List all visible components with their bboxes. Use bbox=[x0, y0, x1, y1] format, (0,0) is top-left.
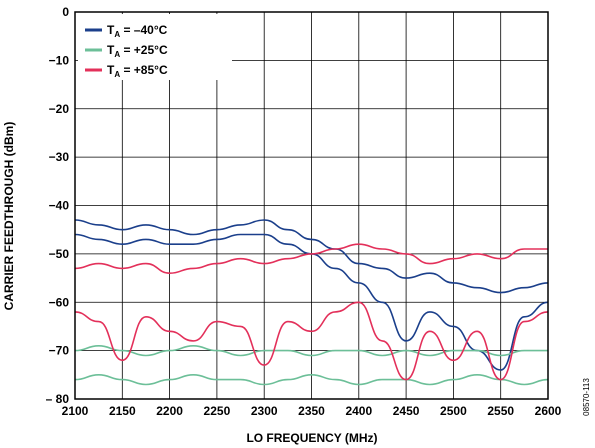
x-tick-label: 2350 bbox=[298, 404, 325, 418]
x-axis-title: LO FREQUENCY (MHz) bbox=[246, 431, 377, 445]
series-line bbox=[74, 219, 549, 294]
legend-label: TA = –40°C bbox=[107, 23, 168, 39]
series-line bbox=[74, 373, 549, 386]
series-line bbox=[74, 301, 549, 381]
x-tick-label: 2550 bbox=[487, 404, 514, 418]
x-tick-label: 2300 bbox=[251, 404, 278, 418]
x-tick-label: 2450 bbox=[393, 404, 420, 418]
series-plus25c bbox=[74, 344, 549, 386]
legend: TA = –40°C TA = +25°C TA = +85°C bbox=[78, 14, 232, 80]
y-tick-label: −40 bbox=[49, 199, 70, 213]
y-tick-label: −60 bbox=[49, 295, 70, 309]
x-tick-label: 2200 bbox=[156, 404, 183, 418]
y-tick-label: −30 bbox=[49, 150, 70, 164]
legend-label: TA = +25°C bbox=[107, 43, 168, 59]
x-tick-label: 2250 bbox=[204, 404, 231, 418]
y-axis-title: CARRIER FEEDTHROUGH (dBm) bbox=[2, 122, 16, 311]
y-tick-label: −50 bbox=[49, 247, 70, 261]
y-tick-label: −20 bbox=[49, 102, 70, 116]
y-tick-label: −70 bbox=[49, 344, 70, 358]
x-axis-ticks: 2100 2150 2200 2250 2300 2350 2400 2450 2500 2550… bbox=[62, 404, 562, 418]
y-tick-label: −10 bbox=[49, 53, 70, 67]
plot-frame bbox=[74, 11, 549, 400]
x-tick-label: 2400 bbox=[345, 404, 372, 418]
series-line bbox=[74, 344, 548, 357]
y-axis-ticks: 0 −10 −20 −30 −40 −50 −60 −70 – 80 bbox=[46, 5, 70, 406]
legend-box bbox=[78, 14, 232, 80]
x-tick-label: 2100 bbox=[62, 404, 89, 418]
series-line bbox=[74, 243, 548, 275]
legend-label: TA = +85°C bbox=[107, 63, 168, 79]
figure-id: 08570-113 bbox=[582, 378, 591, 416]
x-tick-label: 2150 bbox=[109, 404, 136, 418]
y-tick-label: 0 bbox=[62, 5, 69, 19]
x-tick-label: 2600 bbox=[535, 404, 562, 418]
y-tick-label: – 80 bbox=[46, 392, 70, 406]
series-plus85c bbox=[74, 243, 549, 381]
series-lines bbox=[74, 219, 549, 386]
x-tick-label: 2500 bbox=[440, 404, 467, 418]
